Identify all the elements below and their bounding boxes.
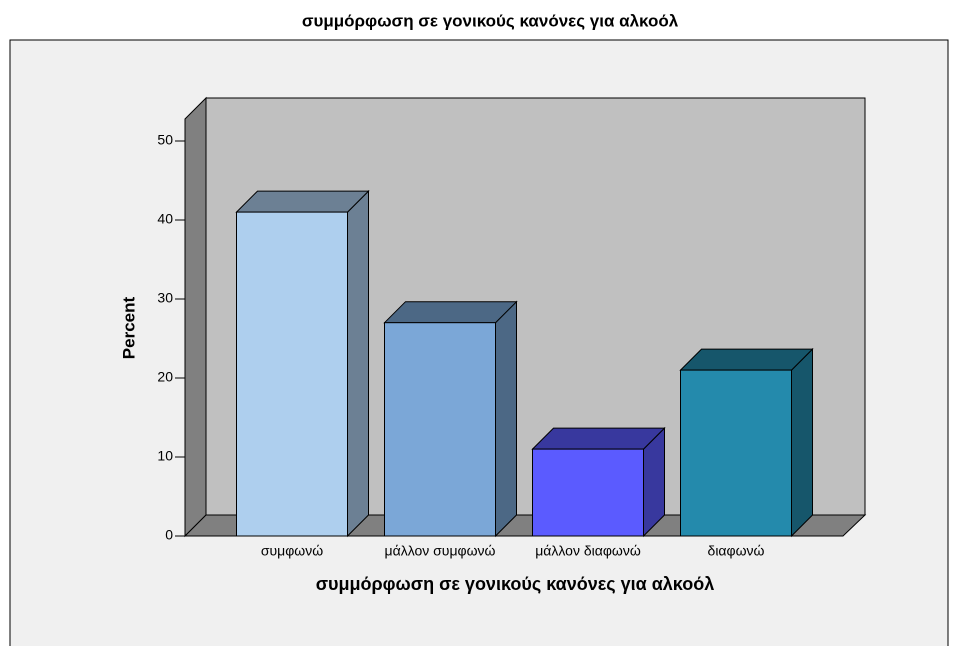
x-tick-label: μάλλον διαφωνώ — [535, 543, 641, 559]
y-tick-label: 20 — [157, 369, 173, 385]
bar-top — [235, 190, 370, 213]
y-tick-label: 10 — [157, 448, 173, 464]
bar-side — [791, 347, 813, 538]
bar — [384, 322, 496, 537]
y-tick-label: 0 — [165, 527, 173, 543]
y-tick-label: 50 — [157, 132, 173, 148]
bar — [680, 369, 792, 537]
y-tick-label: 30 — [157, 290, 173, 306]
x-tick-label: μάλλον συμφωνώ — [385, 543, 496, 559]
bar-side — [495, 300, 517, 538]
bar — [532, 448, 644, 537]
bar — [236, 211, 348, 537]
y-tick-label: 40 — [157, 211, 173, 227]
bar-top — [383, 301, 518, 324]
bar-top — [531, 427, 666, 450]
side-wall — [184, 96, 207, 538]
chart-title: συμμόρφωση σε γονικούς κανόνες για αλκοό… — [302, 11, 679, 30]
bar-side — [347, 189, 369, 538]
y-axis-title: Percent — [119, 296, 138, 359]
x-tick-label: συμφωνώ — [261, 543, 323, 559]
bar-top — [679, 348, 814, 371]
x-axis-title: συμμόρφωση σε γονικούς κανόνες για αλκοό… — [316, 574, 715, 594]
x-tick-label: διαφωνώ — [708, 543, 765, 559]
